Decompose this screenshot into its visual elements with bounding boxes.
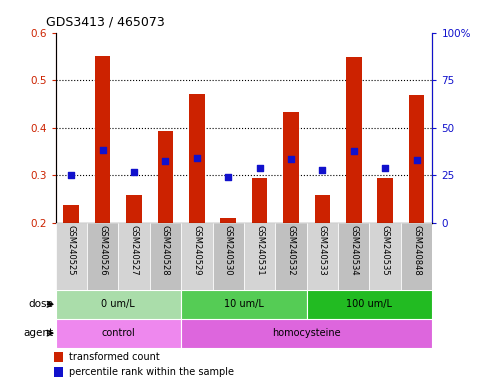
Text: GSM240526: GSM240526 [98,225,107,275]
Text: dose: dose [28,299,53,310]
Bar [54,367,63,377]
Point [319,167,327,174]
Point [130,169,138,175]
Text: GSM240527: GSM240527 [129,225,139,275]
Point [412,156,420,162]
Bar [369,223,401,290]
Text: agent: agent [23,328,53,338]
Point [350,148,357,154]
Text: GSM240531: GSM240531 [255,225,264,275]
Bar [275,223,307,290]
Text: GSM240848: GSM240848 [412,225,421,275]
Bar [150,223,181,290]
Bar [56,290,181,319]
Bar [126,195,142,223]
Bar [377,177,393,223]
Point [68,172,75,178]
Bar [63,205,79,223]
Bar [181,290,307,319]
Text: 100 um/L: 100 um/L [346,299,393,310]
Bar [409,95,425,223]
Bar [56,319,181,348]
Bar [307,290,432,319]
Text: GSM240535: GSM240535 [381,225,390,275]
Point [161,158,170,164]
Bar [87,223,118,290]
Text: control: control [101,328,135,338]
Text: GSM240534: GSM240534 [349,225,358,275]
Text: GSM240532: GSM240532 [286,225,296,275]
Text: 0 um/L: 0 um/L [101,299,135,310]
Text: percentile rank within the sample: percentile rank within the sample [69,367,234,377]
Point [382,165,389,171]
Bar [56,223,87,290]
Bar [307,223,338,290]
Text: homocysteine: homocysteine [272,328,341,338]
Bar [181,319,432,348]
Text: GSM240525: GSM240525 [67,225,76,275]
Point [193,154,201,161]
Bar [314,195,330,223]
Text: GDS3413 / 465073: GDS3413 / 465073 [46,16,165,29]
Bar [213,223,244,290]
Bar [252,177,268,223]
Bar [118,223,150,290]
Bar [338,223,369,290]
Bar [54,353,63,362]
Bar [189,94,205,223]
Bar [283,112,299,223]
Bar [244,223,275,290]
Bar [346,57,362,223]
Bar [181,223,213,290]
Bar [401,223,432,290]
Point [99,147,107,153]
Text: transformed count: transformed count [69,352,160,362]
Text: GSM240528: GSM240528 [161,225,170,275]
Text: GSM240533: GSM240533 [318,225,327,275]
Text: GSM240529: GSM240529 [192,225,201,275]
Point [224,174,232,180]
Bar [220,218,236,223]
Point [287,156,295,162]
Text: GSM240530: GSM240530 [224,225,233,275]
Bar [157,131,173,223]
Text: 10 um/L: 10 um/L [224,299,264,310]
Bar [95,56,111,223]
Point [256,165,264,171]
